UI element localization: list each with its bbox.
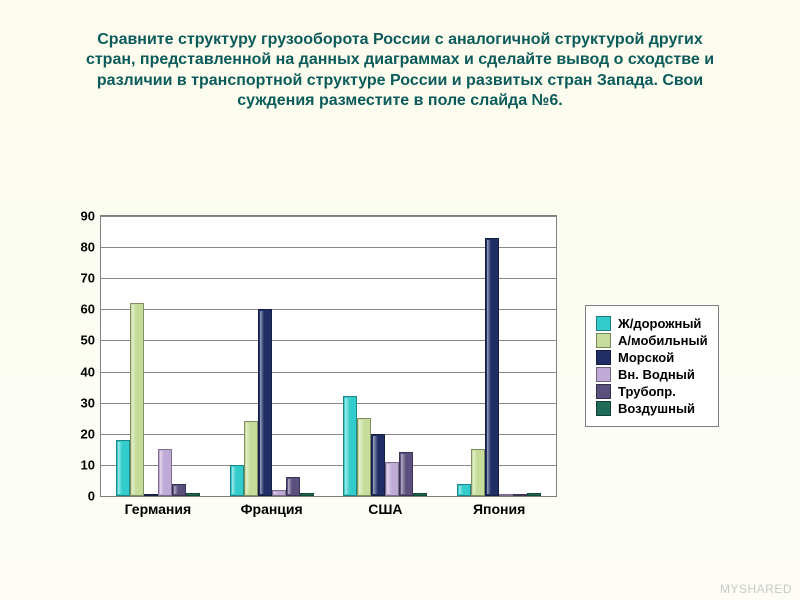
legend-label: Воздушный (618, 401, 695, 416)
bar-pipe (399, 452, 413, 496)
legend-swatch (596, 401, 611, 416)
legend-label: Трубопр. (618, 384, 676, 399)
bar-inland (272, 490, 286, 496)
bar-rail (116, 440, 130, 496)
bar-group (116, 216, 200, 496)
category-label: Франция (241, 501, 303, 517)
bar-group (457, 216, 541, 496)
y-tick-label: 20 (81, 426, 95, 441)
legend-item: А/мобильный (596, 333, 708, 348)
bar-pipe (286, 477, 300, 496)
y-tick-label: 70 (81, 271, 95, 286)
bar-pipe (513, 494, 527, 496)
legend-swatch (596, 333, 611, 348)
title-text: Сравните структуру грузооборота России с… (80, 30, 720, 112)
bar-rail (457, 484, 471, 496)
y-tick-label: 60 (81, 302, 95, 317)
y-tick-label: 90 (81, 209, 95, 224)
bar-air (300, 493, 314, 496)
bar-auto (357, 418, 371, 496)
y-tick-label: 40 (81, 364, 95, 379)
legend-label: А/мобильный (618, 333, 708, 348)
bar-sea (258, 309, 272, 496)
plot-area: 0102030405060708090ГерманияФранцияСШАЯпо… (100, 215, 557, 497)
legend-label: Морской (618, 350, 674, 365)
slide-title: Сравните структуру грузооборота России с… (80, 30, 720, 112)
bar-auto (471, 449, 485, 496)
legend-label: Ж/дорожный (618, 316, 701, 331)
bar-rail (343, 396, 357, 496)
bar-air (413, 493, 427, 496)
watermark: MYSHARED (720, 582, 792, 596)
legend-label: Вн. Водный (618, 367, 695, 382)
bar-inland (499, 494, 513, 496)
legend-swatch (596, 367, 611, 382)
bar-auto (130, 303, 144, 496)
legend-item: Трубопр. (596, 384, 708, 399)
freight-chart: 0102030405060708090ГерманияФранцияСШАЯпо… (55, 215, 555, 535)
y-tick-label: 80 (81, 240, 95, 255)
bar-rail (230, 465, 244, 496)
bar-pipe (172, 484, 186, 496)
y-tick-label: 0 (88, 489, 95, 504)
bar-sea (485, 238, 499, 496)
y-tick-label: 50 (81, 333, 95, 348)
legend-item: Воздушный (596, 401, 708, 416)
y-tick-label: 30 (81, 395, 95, 410)
bar-sea (144, 494, 158, 496)
bar-group (230, 216, 314, 496)
legend-swatch (596, 316, 611, 331)
chart-legend: Ж/дорожный А/мобильный Морской Вн. Водный Тр… (585, 305, 719, 427)
category-label: Германия (125, 501, 192, 517)
y-tick-label: 10 (81, 457, 95, 472)
bar-sea (371, 434, 385, 496)
category-label: Япония (473, 501, 525, 517)
bar-group (343, 216, 427, 496)
bar-inland (385, 462, 399, 496)
bar-air (186, 493, 200, 496)
bar-inland (158, 449, 172, 496)
legend-swatch (596, 384, 611, 399)
legend-item: Ж/дорожный (596, 316, 708, 331)
category-label: США (368, 501, 402, 517)
legend-item: Морской (596, 350, 708, 365)
bar-air (527, 493, 541, 496)
bar-auto (244, 421, 258, 496)
legend-swatch (596, 350, 611, 365)
legend-item: Вн. Водный (596, 367, 708, 382)
